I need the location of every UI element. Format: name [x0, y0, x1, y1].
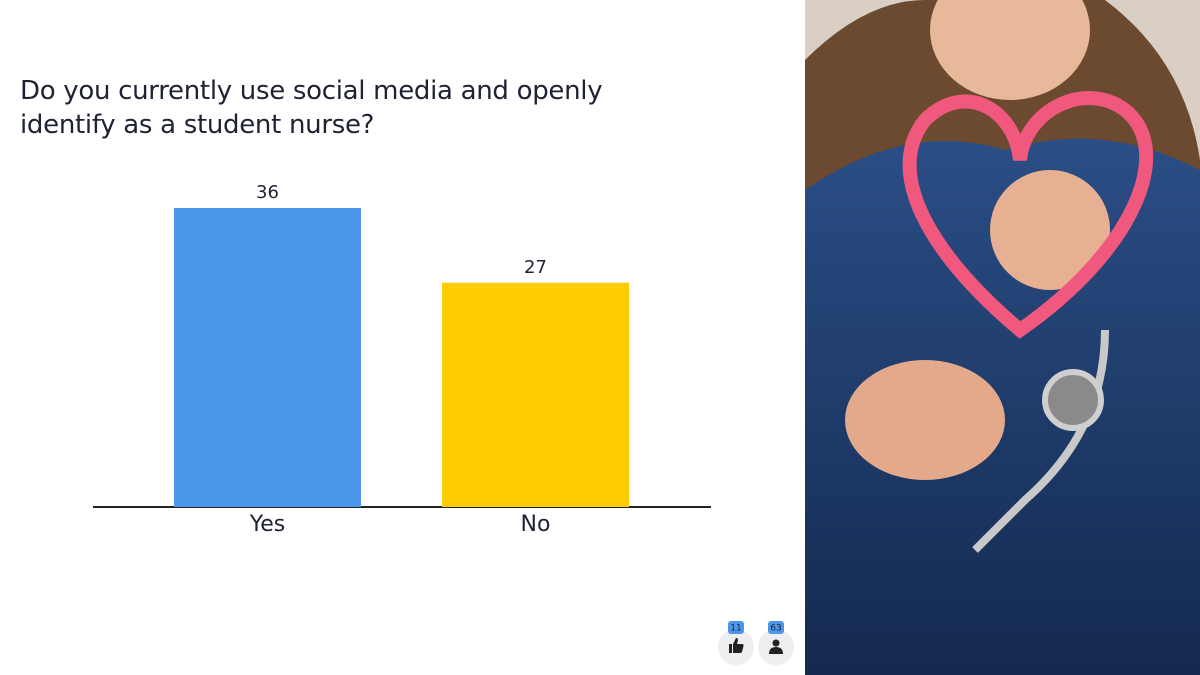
value-label: 27 — [524, 257, 547, 278]
face — [930, 0, 1090, 100]
chart: 11 63 36 Yes 27 No — [93, 182, 794, 665]
person-icon-head — [772, 639, 780, 647]
like-count: 11 — [730, 624, 741, 634]
stethoscope-chestpiece — [1042, 369, 1104, 431]
chart-title: Do you currently use social media and op… — [20, 76, 603, 140]
bar — [442, 282, 629, 507]
like-icon — [729, 638, 744, 653]
stethoscope-tube — [972, 329, 1109, 553]
person-icon-body — [769, 647, 783, 654]
hand-right — [990, 170, 1110, 290]
like-count-bg — [728, 621, 744, 634]
x-tick-label: No — [521, 512, 551, 537]
x-tick-label: Yes — [249, 512, 286, 537]
participants-count: 63 — [770, 624, 781, 634]
stethoscope-heart — [902, 91, 1154, 339]
reaction-badges: 11 63 — [718, 621, 794, 665]
value-label: 36 — [256, 182, 279, 203]
hand-left — [845, 360, 1005, 480]
photo — [805, 0, 1200, 675]
participants-count-bg — [768, 621, 784, 634]
bar — [174, 208, 361, 507]
